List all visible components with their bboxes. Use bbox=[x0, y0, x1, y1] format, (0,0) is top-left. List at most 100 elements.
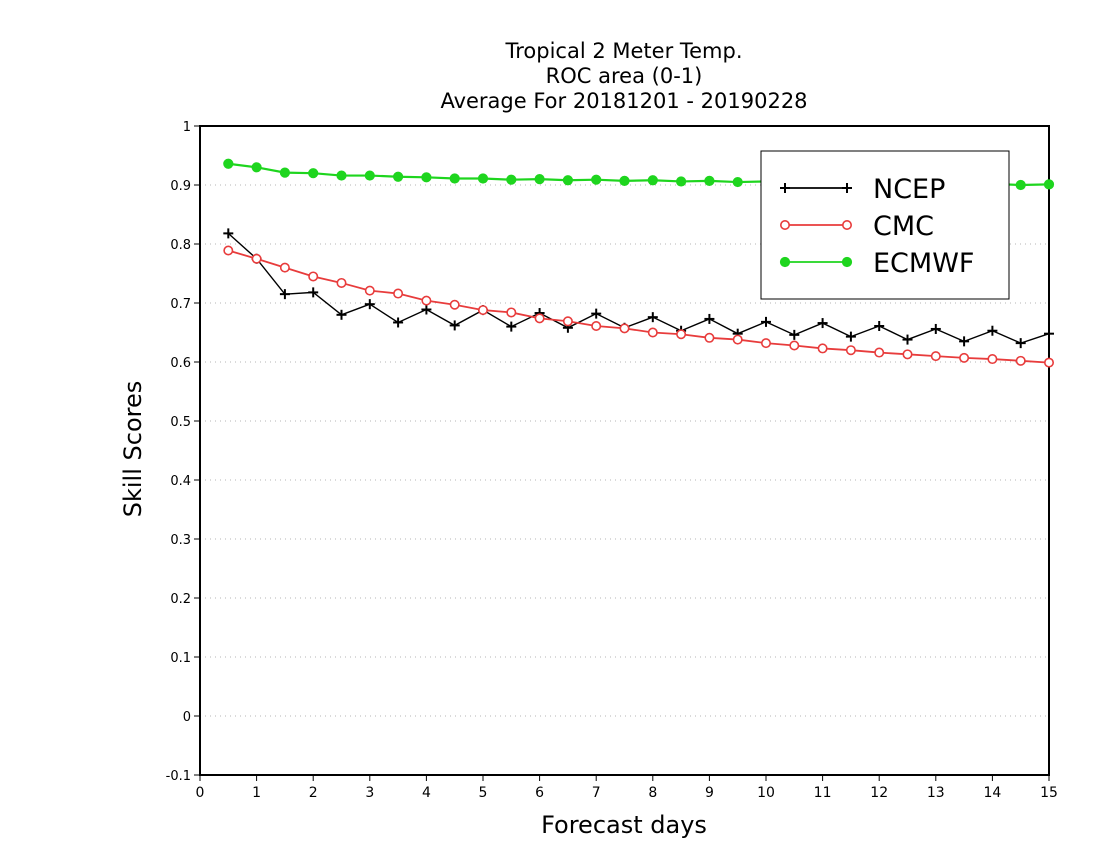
legend: NCEP CMC ECMWF bbox=[760, 150, 1010, 300]
y-axis-label: Skill Scores bbox=[119, 381, 147, 518]
x-tick-label: 11 bbox=[814, 785, 832, 801]
legend-marker bbox=[841, 220, 852, 231]
y-tick-label: 0.1 bbox=[170, 651, 191, 666]
data-point bbox=[874, 347, 885, 358]
data-point bbox=[845, 345, 856, 356]
plot-frame bbox=[199, 125, 1050, 776]
data-point bbox=[251, 253, 262, 264]
y-tick-label: 0 bbox=[183, 710, 191, 725]
data-point bbox=[279, 289, 290, 300]
data-point bbox=[336, 277, 347, 288]
data-point bbox=[647, 312, 658, 323]
data-point bbox=[676, 176, 687, 187]
x-tick-label: 2 bbox=[309, 785, 318, 801]
legend-marker bbox=[779, 256, 791, 268]
data-point bbox=[562, 175, 574, 186]
data-point bbox=[534, 174, 545, 185]
x-tick-label: 7 bbox=[592, 785, 601, 801]
title-line: Tropical 2 Meter Temp. bbox=[504, 39, 742, 63]
legend-label: NCEP bbox=[873, 174, 945, 205]
x-tick-label: 0 bbox=[196, 785, 205, 801]
title-line: Average For 20181201 - 20190228 bbox=[440, 89, 807, 113]
legend-marker bbox=[780, 183, 790, 193]
legend-item-cmc: CMC bbox=[779, 211, 934, 242]
data-point bbox=[1043, 179, 1055, 190]
x-tick-label: 14 bbox=[983, 785, 1001, 801]
data-point bbox=[336, 309, 347, 320]
y-tick-label: 0.7 bbox=[170, 297, 191, 312]
data-point bbox=[421, 172, 432, 183]
y-tick-label: 0.3 bbox=[170, 533, 191, 548]
legend-item-ecmwf: ECMWF bbox=[779, 248, 974, 279]
x-tick-label: 4 bbox=[422, 785, 431, 801]
legend-label: ECMWF bbox=[873, 248, 974, 279]
data-point bbox=[987, 325, 998, 336]
data-point bbox=[959, 352, 970, 363]
data-point bbox=[789, 329, 800, 340]
legend-marker bbox=[842, 183, 852, 193]
x-tick-label: 6 bbox=[535, 785, 544, 801]
data-point bbox=[676, 329, 687, 340]
x-tick-label: 8 bbox=[648, 785, 657, 801]
x-tick-label: 12 bbox=[870, 785, 888, 801]
data-point bbox=[732, 176, 743, 188]
data-point bbox=[874, 321, 885, 332]
data-point bbox=[817, 343, 828, 354]
data-point bbox=[789, 340, 800, 351]
data-point bbox=[959, 336, 970, 347]
data-point bbox=[421, 295, 432, 306]
data-point bbox=[223, 228, 234, 239]
x-tick-label: 15 bbox=[1040, 785, 1058, 801]
data-point bbox=[1044, 357, 1055, 368]
data-point bbox=[562, 316, 573, 327]
y-tick-label: 0.8 bbox=[170, 238, 191, 253]
data-point bbox=[1015, 338, 1026, 349]
y-tick-label: 0.9 bbox=[170, 179, 191, 194]
data-point bbox=[930, 323, 941, 334]
data-point bbox=[364, 299, 375, 310]
data-point bbox=[902, 334, 913, 345]
data-point bbox=[477, 305, 488, 316]
legend-item-ncep: NCEP bbox=[780, 174, 945, 205]
data-point bbox=[534, 313, 545, 324]
series-cmc bbox=[223, 245, 1055, 368]
legend-label: CMC bbox=[873, 211, 934, 242]
data-point bbox=[364, 170, 375, 181]
y-tick-label: 0.4 bbox=[170, 474, 191, 489]
data-point bbox=[308, 271, 319, 282]
data-point bbox=[732, 334, 743, 345]
data-point bbox=[308, 168, 319, 179]
x-tick-label: 9 bbox=[705, 785, 714, 801]
y-tick-label: 0.6 bbox=[170, 356, 191, 371]
data-point bbox=[506, 321, 517, 332]
x-axis-label: Forecast days bbox=[541, 811, 707, 839]
legend-marker bbox=[779, 220, 790, 231]
data-point bbox=[987, 354, 998, 365]
data-point bbox=[930, 351, 941, 362]
data-point bbox=[308, 287, 319, 298]
data-point bbox=[619, 175, 630, 186]
x-tick-label: 13 bbox=[927, 785, 945, 801]
y-tick-label: 0.5 bbox=[170, 415, 191, 430]
data-point bbox=[393, 171, 404, 182]
data-point bbox=[364, 285, 375, 296]
y-tick-label: -0.1 bbox=[166, 769, 191, 784]
axes: -0.100.10.20.30.40.50.60.70.80.910 1 2 3 4 5 6… bbox=[166, 120, 1058, 801]
data-point bbox=[761, 316, 771, 327]
data-point bbox=[647, 327, 658, 338]
data-point bbox=[704, 175, 715, 186]
data-point bbox=[704, 313, 715, 324]
data-point bbox=[223, 245, 234, 256]
chart-title: Tropical 2 Meter Temp.ROC area (0-1)Aver… bbox=[440, 39, 807, 113]
data-point bbox=[817, 318, 828, 329]
data-point bbox=[902, 349, 913, 360]
data-point bbox=[393, 317, 404, 328]
data-point bbox=[647, 175, 658, 186]
data-point bbox=[279, 167, 290, 178]
data-point bbox=[591, 321, 602, 332]
x-tick-label: 5 bbox=[479, 785, 488, 801]
title-line: ROC area (0-1) bbox=[546, 64, 703, 88]
data-point bbox=[591, 174, 602, 185]
data-point bbox=[279, 262, 290, 273]
